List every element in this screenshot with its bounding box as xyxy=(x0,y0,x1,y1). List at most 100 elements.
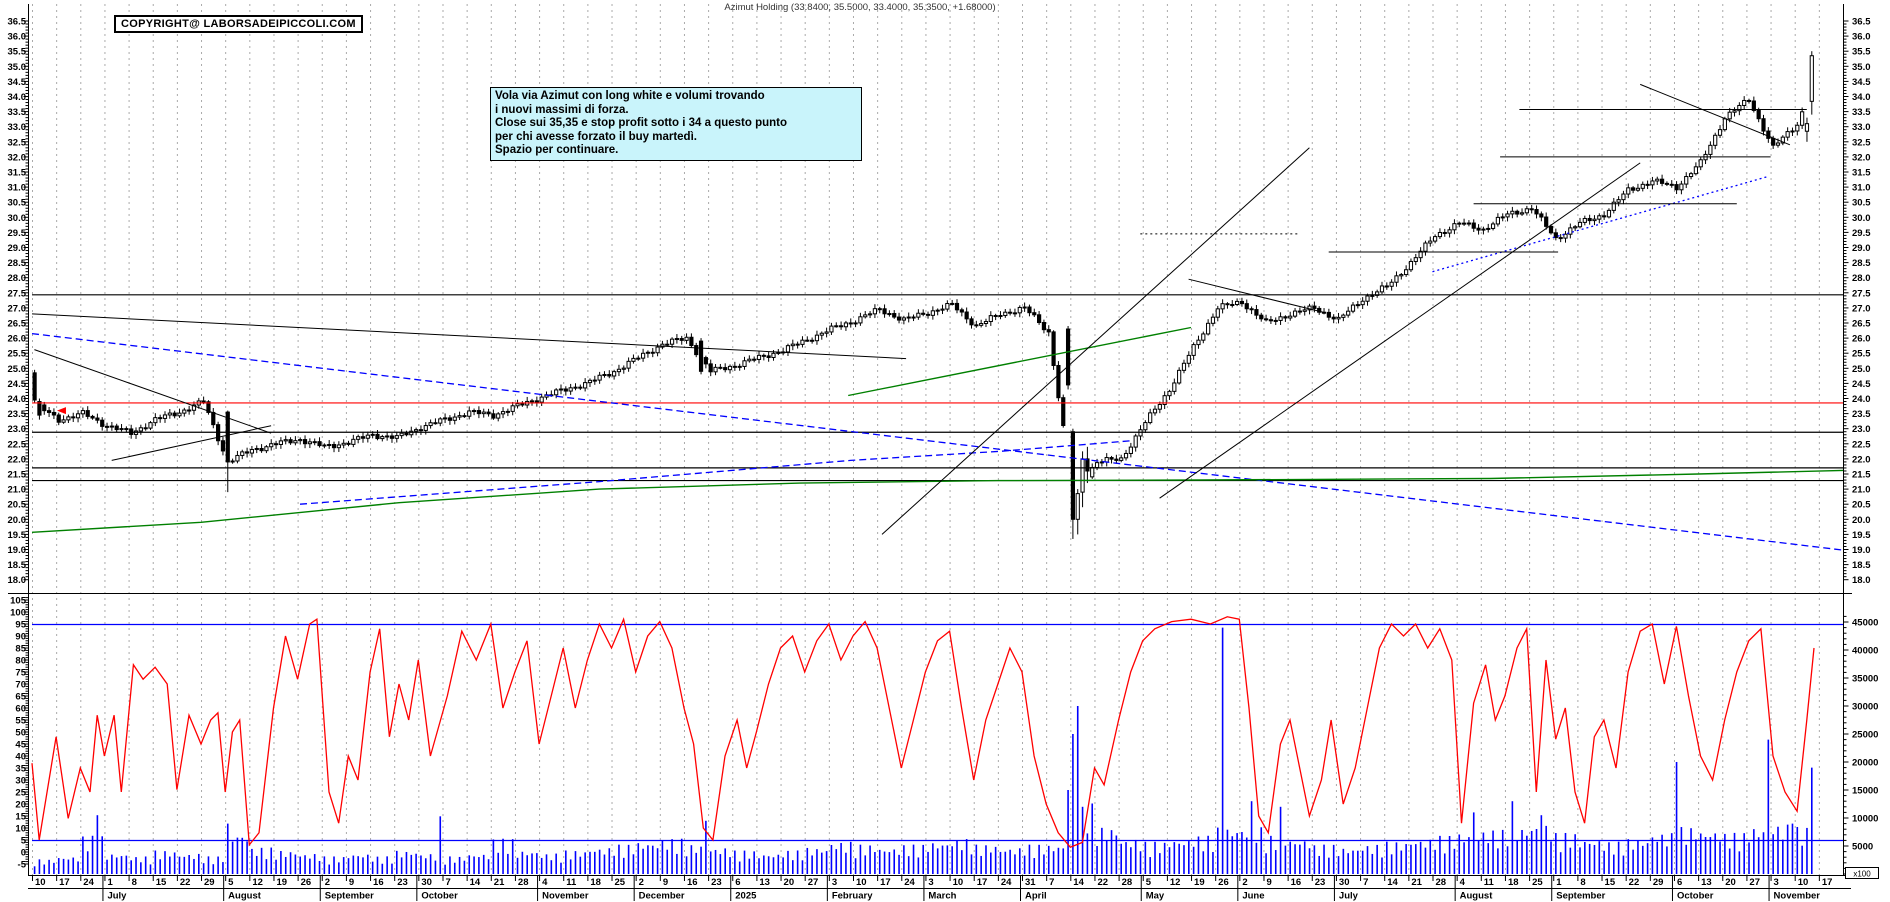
svg-text:20: 20 xyxy=(15,800,26,811)
svg-text:6: 6 xyxy=(735,877,740,888)
chart-title: Azimut Holding (33.8400, 35.5000, 33.400… xyxy=(724,2,996,13)
svg-text:15: 15 xyxy=(15,812,26,823)
svg-text:25.5: 25.5 xyxy=(1852,349,1871,360)
svg-text:28: 28 xyxy=(518,877,529,888)
svg-text:30.0: 30.0 xyxy=(1852,213,1871,224)
svg-text:November: November xyxy=(1774,891,1821,902)
svg-text:25: 25 xyxy=(1532,877,1543,888)
svg-text:28.5: 28.5 xyxy=(1852,258,1871,269)
svg-text:90: 90 xyxy=(15,632,26,643)
svg-text:36.0: 36.0 xyxy=(1852,32,1871,43)
svg-text:14: 14 xyxy=(1073,877,1084,888)
svg-text:33.5: 33.5 xyxy=(1852,107,1871,118)
svg-text:10: 10 xyxy=(856,877,867,888)
svg-text:34.0: 34.0 xyxy=(8,92,27,103)
svg-text:60: 60 xyxy=(15,704,26,715)
svg-text:9: 9 xyxy=(1266,877,1271,888)
svg-text:15000: 15000 xyxy=(1852,786,1878,797)
svg-text:18.0: 18.0 xyxy=(1852,575,1871,586)
price-axis-labels: 36.5 36.5 36.0 36.0 35.5 35.5 35.0 35.0 34.5 34.5… xyxy=(8,17,1872,587)
svg-text:7: 7 xyxy=(1363,877,1368,888)
svg-text:19: 19 xyxy=(1194,877,1205,888)
svg-text:34.0: 34.0 xyxy=(1852,92,1871,103)
svg-text:25: 25 xyxy=(615,877,626,888)
svg-text:31.0: 31.0 xyxy=(1852,183,1871,194)
svg-text:18.5: 18.5 xyxy=(8,560,27,571)
price-levels xyxy=(32,294,1843,482)
svg-text:35.0: 35.0 xyxy=(1852,62,1871,73)
svg-text:29: 29 xyxy=(204,877,215,888)
svg-text:4: 4 xyxy=(1460,877,1466,888)
svg-text:21.0: 21.0 xyxy=(8,485,27,496)
svg-text:September: September xyxy=(325,891,374,902)
svg-text:15: 15 xyxy=(156,877,167,888)
svg-text:19.5: 19.5 xyxy=(8,530,27,541)
svg-text:36.0: 36.0 xyxy=(8,32,27,43)
svg-text:30: 30 xyxy=(15,776,26,787)
svg-text:6: 6 xyxy=(1677,877,1682,888)
copyright-badge: COPYRIGHT@ LABORSADEIPICCOLI.COM xyxy=(114,15,363,33)
svg-text:15: 15 xyxy=(1605,877,1616,888)
svg-text:32.0: 32.0 xyxy=(1852,152,1871,163)
svg-text:10: 10 xyxy=(35,877,46,888)
svg-text:February: February xyxy=(832,891,873,902)
svg-text:18.5: 18.5 xyxy=(1852,560,1871,571)
svg-text:16: 16 xyxy=(1291,877,1302,888)
svg-text:22: 22 xyxy=(180,877,191,888)
svg-text:25.0: 25.0 xyxy=(8,364,27,375)
svg-text:September: September xyxy=(1556,891,1605,902)
oscillator-line xyxy=(31,616,1815,848)
svg-text:36.5: 36.5 xyxy=(1852,17,1871,28)
svg-text:18: 18 xyxy=(1508,877,1519,888)
svg-text:2025: 2025 xyxy=(735,891,757,902)
svg-text:21: 21 xyxy=(494,877,505,888)
svg-text:1: 1 xyxy=(107,877,113,888)
svg-text:30: 30 xyxy=(1339,877,1350,888)
svg-text:19: 19 xyxy=(276,877,287,888)
svg-text:12: 12 xyxy=(1170,877,1181,888)
svg-text:13: 13 xyxy=(1701,877,1712,888)
svg-text:33.5: 33.5 xyxy=(8,107,27,118)
svg-text:23.5: 23.5 xyxy=(8,409,27,420)
oscillator-bands xyxy=(32,623,1843,842)
svg-text:19.0: 19.0 xyxy=(8,545,27,556)
svg-text:10000: 10000 xyxy=(1852,814,1878,825)
svg-text:19.0: 19.0 xyxy=(1852,545,1871,556)
svg-text:33.0: 33.0 xyxy=(1852,122,1871,133)
svg-text:26: 26 xyxy=(1218,877,1229,888)
svg-text:5: 5 xyxy=(1146,877,1152,888)
svg-text:34.5: 34.5 xyxy=(1852,77,1871,88)
svg-text:35.5: 35.5 xyxy=(8,47,27,58)
svg-text:28.0: 28.0 xyxy=(1852,273,1871,284)
svg-text:11: 11 xyxy=(566,877,577,888)
svg-text:24: 24 xyxy=(83,877,94,888)
svg-text:21.0: 21.0 xyxy=(1852,485,1871,496)
svg-text:31: 31 xyxy=(1025,877,1036,888)
svg-text:August: August xyxy=(228,891,262,902)
svg-text:31.5: 31.5 xyxy=(1852,168,1871,179)
svg-text:1: 1 xyxy=(1556,877,1562,888)
svg-text:75: 75 xyxy=(15,668,26,679)
svg-text:27.0: 27.0 xyxy=(8,303,27,314)
svg-text:2: 2 xyxy=(325,877,330,888)
svg-text:24: 24 xyxy=(1001,877,1012,888)
svg-text:16: 16 xyxy=(373,877,384,888)
svg-text:35.5: 35.5 xyxy=(1852,47,1871,58)
svg-text:17: 17 xyxy=(880,877,891,888)
svg-text:26.5: 26.5 xyxy=(1852,319,1871,330)
svg-text:36.5: 36.5 xyxy=(8,17,27,28)
svg-text:40: 40 xyxy=(15,752,26,763)
date-axis: 10 17 24 1 8 15 22 29 5 12 19 26 2 9 16 23 30 7 14 21 28 4 11 1… xyxy=(32,875,1832,902)
svg-text:October: October xyxy=(421,891,458,902)
svg-text:45000: 45000 xyxy=(1852,618,1878,629)
axes xyxy=(8,4,1852,889)
svg-text:32.5: 32.5 xyxy=(8,137,27,148)
svg-text:28.0: 28.0 xyxy=(8,273,27,284)
svg-text:55: 55 xyxy=(15,716,26,727)
svg-text:23: 23 xyxy=(397,877,408,888)
svg-text:35.0: 35.0 xyxy=(8,62,27,73)
svg-text:12: 12 xyxy=(252,877,263,888)
svg-text:25000: 25000 xyxy=(1852,730,1878,741)
svg-text:30.5: 30.5 xyxy=(1852,198,1871,209)
